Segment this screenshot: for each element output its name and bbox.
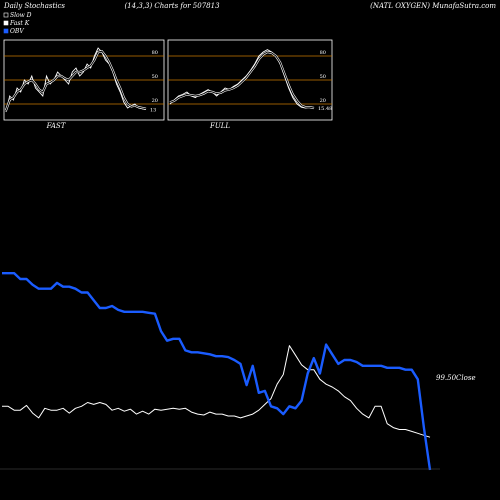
close-price-suffix: Close <box>456 374 476 382</box>
full-tick-label: 50 <box>320 74 326 80</box>
full-last-value: 15.48 <box>318 106 332 112</box>
legend-label-obv: OBV <box>10 28 24 35</box>
legend-label-fast-k: Fast K <box>9 20 30 27</box>
legend-label-slow-d: Slow D <box>10 12 32 19</box>
full-series-fast-k <box>169 49 315 109</box>
main-series-price <box>2 345 431 438</box>
close-price-value: 99.50 <box>436 374 457 382</box>
full-series-slow-d <box>169 51 315 109</box>
main-series-obv <box>2 272 432 471</box>
fast-stochastic-panel: 20 50 80 13 <box>3 39 165 121</box>
fast-series-slow-d-outline <box>4 49 147 111</box>
close-price-label: 99.50Close <box>436 374 476 382</box>
full-tick-label: 20 <box>320 98 326 104</box>
price-obv-chart <box>2 272 432 471</box>
fast-tick-label: 20 <box>152 98 158 104</box>
header-title: Daily Stochastics <box>3 2 65 10</box>
fast-tick-label: 50 <box>152 74 158 80</box>
legend-swatch-slow-d <box>3 12 9 18</box>
full-stochastic-panel: 20 50 80 15.48 <box>167 39 333 121</box>
legend-swatch-obv <box>3 28 9 34</box>
header-subtitle: (14,3,3) Charts for 507813 <box>124 2 220 10</box>
legend: Slow D Fast K OBV <box>3 12 32 35</box>
full-tick-label: 80 <box>320 50 326 56</box>
fast-series-slow-d <box>5 50 147 111</box>
full-panel-label: FULL <box>209 122 230 130</box>
fast-panel-label: FAST <box>46 122 67 130</box>
fast-last-value: 13 <box>150 108 156 114</box>
legend-swatch-fast-k <box>3 20 9 26</box>
fast-tick-label: 80 <box>152 50 158 56</box>
header-source: (NATL OXYGEN) MunafaSutra.com <box>370 2 496 10</box>
